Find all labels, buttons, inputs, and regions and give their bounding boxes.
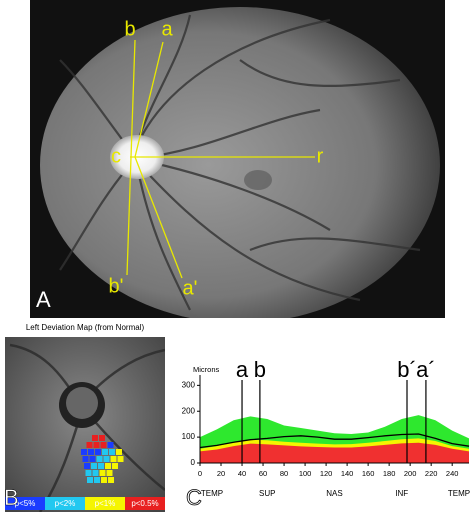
legend-swatch <box>125 497 165 510</box>
map-cell <box>102 449 108 455</box>
region-label: TEMP <box>201 489 223 498</box>
y-tick-label: 200 <box>182 406 196 415</box>
x-tick-label: 20 <box>217 469 225 478</box>
map-cell <box>95 449 101 455</box>
legend-swatch <box>45 497 85 510</box>
map-title: Left Deviation Map (from Normal) <box>26 323 145 332</box>
region-label: SUP <box>259 489 275 498</box>
normal-band <box>200 442 469 463</box>
panel-label: B <box>4 485 19 510</box>
region-label: NAS <box>326 489 342 498</box>
map-cell <box>99 435 105 441</box>
panel-label: C <box>186 485 202 510</box>
map-cell <box>106 470 113 476</box>
marker-label: a´ <box>416 357 436 382</box>
legend-swatch <box>85 497 125 510</box>
map-cell <box>100 442 107 448</box>
map-cell <box>109 449 115 455</box>
x-tick-label: 140 <box>341 469 354 478</box>
legend-label: p<2% <box>55 499 76 508</box>
map-cell <box>108 477 114 483</box>
region-label: INF <box>395 489 408 498</box>
map-cell <box>92 435 98 441</box>
ray <box>134 41 164 158</box>
marker-label: b´ <box>397 357 417 382</box>
panel-label: A <box>36 287 51 312</box>
x-tick-label: 60 <box>259 469 267 478</box>
map-cell <box>101 477 107 483</box>
ray-label: a' <box>183 277 198 299</box>
map-cell <box>81 449 87 455</box>
map-cell <box>85 470 92 476</box>
map-cell <box>94 477 100 483</box>
x-tick-label: 100 <box>299 469 312 478</box>
map-cell <box>116 449 122 455</box>
legend-label: p<1% <box>95 499 116 508</box>
thickness-line <box>199 433 470 449</box>
map-cell <box>89 456 96 462</box>
ray-label: b' <box>109 275 124 297</box>
map-cell <box>91 463 97 469</box>
map-cell <box>84 463 90 469</box>
map-cell <box>88 449 94 455</box>
x-tick-label: 240 <box>446 469 459 478</box>
ray-label: b <box>124 18 135 40</box>
fundus-photo <box>30 0 445 318</box>
x-tick-label: 220 <box>425 469 438 478</box>
y-axis-label: Microns <box>193 365 220 374</box>
map-cell <box>107 442 114 448</box>
map-cell <box>103 456 110 462</box>
marker-label: b <box>254 357 266 382</box>
map-cell <box>93 442 100 448</box>
map-cell <box>87 477 93 483</box>
map-cell <box>82 456 89 462</box>
map-cell <box>105 463 111 469</box>
map-cell <box>86 442 93 448</box>
annotation-rays <box>126 39 315 279</box>
x-tick-label: 120 <box>320 469 333 478</box>
map-cell <box>99 470 106 476</box>
ray-label: a <box>161 18 173 40</box>
deviation-map <box>5 337 165 512</box>
y-tick-label: 0 <box>191 458 196 467</box>
x-tick-label: 0 <box>198 469 202 478</box>
y-tick-label: 100 <box>182 432 196 441</box>
map-cell <box>117 456 124 462</box>
legend-label: p<0.5% <box>131 499 158 508</box>
ray-label: c <box>111 145 121 167</box>
x-tick-label: 80 <box>280 469 288 478</box>
map-cell <box>98 463 104 469</box>
region-label: TEMP <box>448 489 470 498</box>
map-cell <box>110 456 117 462</box>
legend-label: p<5% <box>15 499 36 508</box>
x-tick-label: 160 <box>362 469 375 478</box>
marker-label: a <box>236 357 249 382</box>
x-tick-label: 200 <box>404 469 417 478</box>
map-cell <box>92 470 99 476</box>
legend-swatch <box>5 497 45 510</box>
x-tick-label: 180 <box>383 469 396 478</box>
map-cell <box>112 463 118 469</box>
ray <box>134 156 183 279</box>
x-tick-label: 40 <box>238 469 246 478</box>
y-tick-label: 300 <box>182 380 196 389</box>
map-cell <box>96 456 103 462</box>
ray-label: r <box>317 145 324 167</box>
